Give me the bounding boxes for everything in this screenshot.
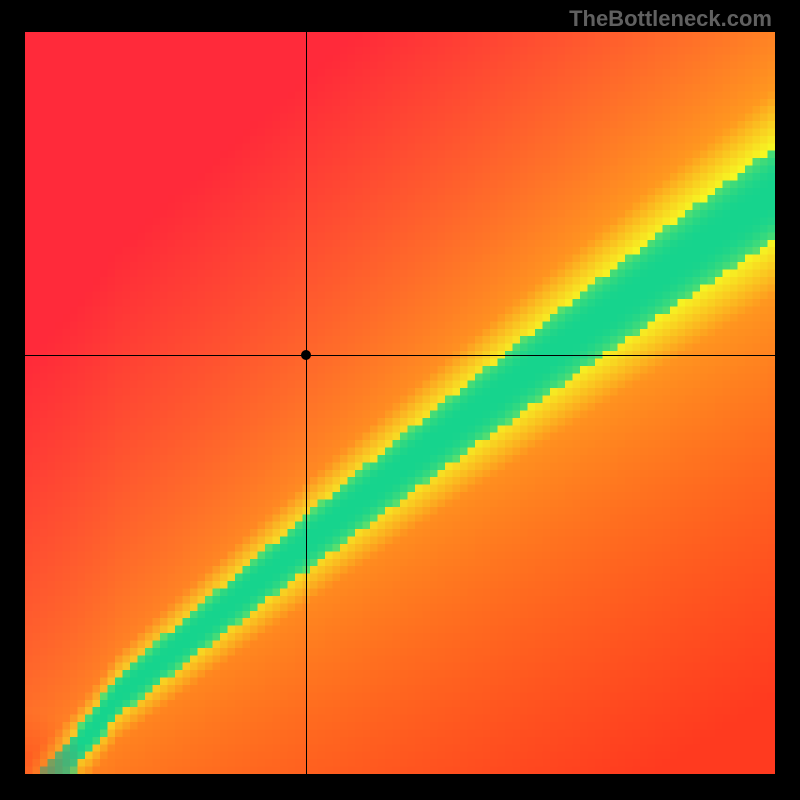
crosshair-vertical bbox=[306, 32, 307, 774]
heatmap-canvas bbox=[25, 32, 775, 774]
heatmap-plot bbox=[25, 32, 775, 774]
crosshair-horizontal bbox=[25, 355, 775, 356]
watermark-text: TheBottleneck.com bbox=[569, 6, 772, 32]
crosshair-marker bbox=[301, 350, 311, 360]
